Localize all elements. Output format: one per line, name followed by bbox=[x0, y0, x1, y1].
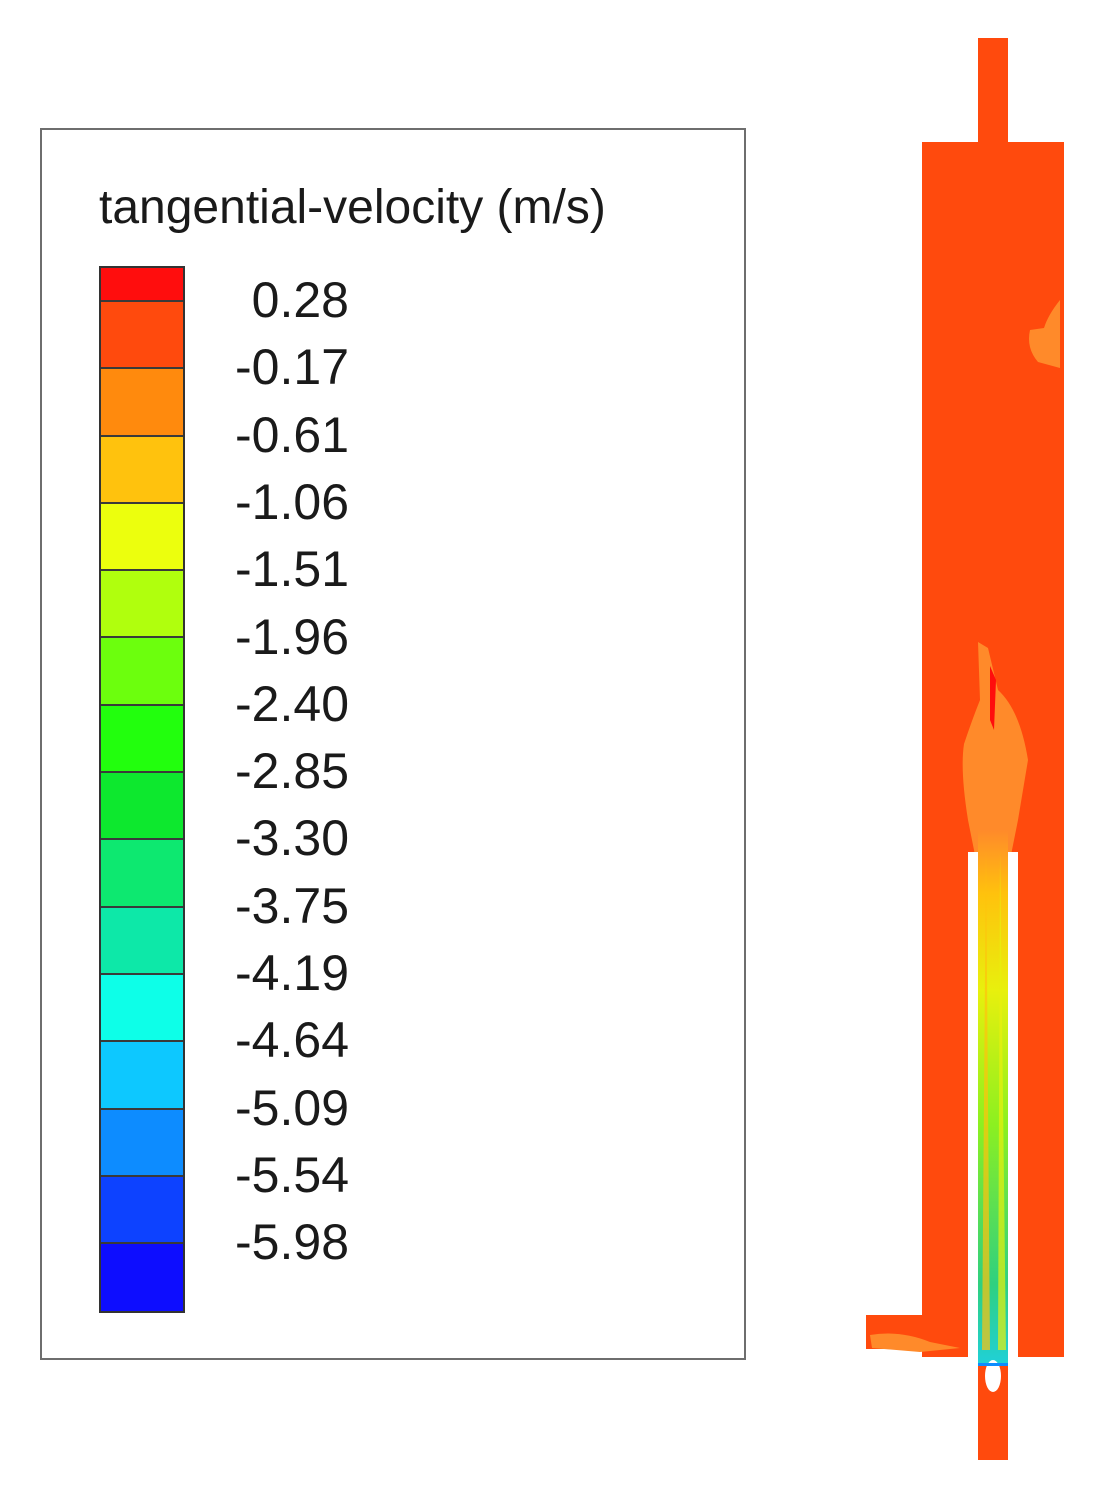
colorbar-segment bbox=[101, 1042, 183, 1110]
inner-tube-gap-left bbox=[968, 852, 978, 1362]
colorbar-segment bbox=[101, 436, 183, 504]
colorbar-tick-label: -2.85 bbox=[235, 743, 349, 800]
contour-geometry bbox=[866, 38, 1064, 1460]
colorbar-segment bbox=[101, 1176, 183, 1245]
upper-patch bbox=[1029, 300, 1060, 368]
colorbar-tick-label: 0.28 bbox=[251, 272, 349, 328]
legend-title: tangential-velocity (m/s) bbox=[99, 181, 606, 234]
colorbar-segment bbox=[101, 705, 183, 774]
colorbar-segment bbox=[101, 503, 183, 572]
colorbar-tick-label: -1.06 bbox=[235, 473, 349, 530]
colorbar bbox=[99, 266, 185, 1314]
legend-box: tangential-velocity (m/s) 0.28 -0.17 -0.61… bbox=[40, 128, 746, 1360]
colorbar-tick-label: -5.54 bbox=[235, 1146, 349, 1203]
colorbar-tick-label: -2.40 bbox=[235, 675, 349, 732]
colorbar-segment bbox=[101, 369, 183, 437]
colorbar-segment bbox=[101, 907, 183, 975]
colorbar-tick-label: -0.17 bbox=[235, 339, 349, 396]
inner-tube-gap-right bbox=[1008, 852, 1018, 1362]
colorbar-tick-label: -5.98 bbox=[235, 1214, 349, 1271]
colorbar-segment bbox=[101, 268, 183, 302]
top-outlet-pipe bbox=[978, 38, 1008, 158]
colorbar-segment bbox=[101, 638, 183, 706]
colorbar-segment bbox=[101, 1244, 183, 1312]
colorbar-tick-label: -4.64 bbox=[235, 1012, 349, 1069]
colorbar-tick-label: -1.51 bbox=[235, 541, 349, 598]
colorbar-tick-label: -4.19 bbox=[235, 945, 349, 1001]
colorbar-segment bbox=[101, 974, 183, 1043]
colorbar-segment bbox=[101, 773, 183, 841]
colorbar-tick-label: -3.30 bbox=[235, 810, 349, 867]
colorbar-segment bbox=[101, 302, 183, 370]
colorbar-segment bbox=[101, 1109, 183, 1177]
colorbar-segment bbox=[101, 571, 183, 639]
colorbar-tick-label: -5.09 bbox=[235, 1079, 349, 1136]
colorbar-segment bbox=[101, 840, 183, 908]
bottom-bubble bbox=[985, 1360, 1001, 1392]
colorbar-tick-label: -1.96 bbox=[235, 608, 349, 665]
colorbar-tick-label: -3.75 bbox=[235, 877, 349, 934]
colorbar-tick-label: -0.61 bbox=[235, 406, 349, 463]
plume bbox=[962, 642, 1028, 860]
